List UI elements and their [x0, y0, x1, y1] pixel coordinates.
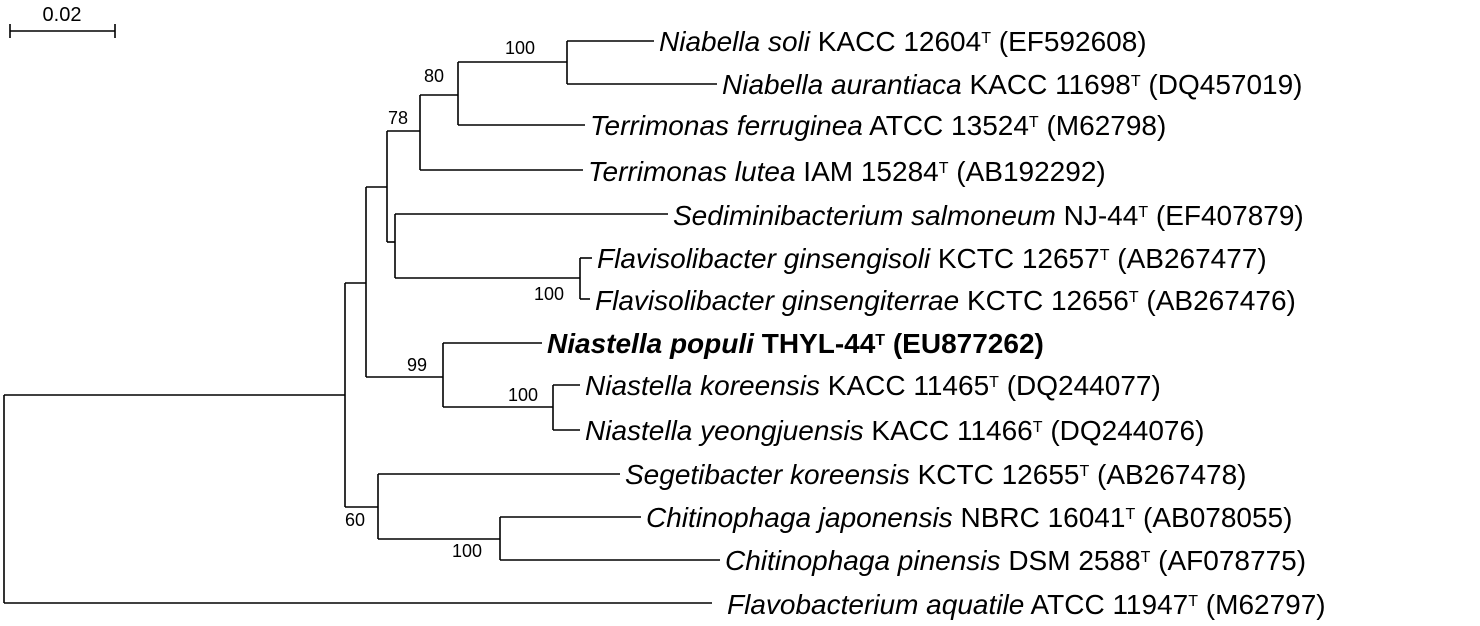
- taxon-label: Chitinophaga pinensis DSM 2588T (AF07877…: [725, 545, 1306, 576]
- bootstrap-values: 100 80 78 100 99 100 60 100: [345, 38, 564, 561]
- taxon-label: Niabella aurantiaca KACC 11698T (DQ45701…: [722, 69, 1303, 100]
- bootstrap-label: 80: [424, 66, 444, 86]
- bootstrap-label: 60: [345, 510, 365, 530]
- taxon-label: Niabella soli KACC 12604T (EF592608): [659, 26, 1147, 57]
- taxon-label: Terrimonas lutea IAM 15284T (AB192292): [588, 156, 1106, 187]
- bootstrap-label: 100: [508, 385, 538, 405]
- taxon-label: Segetibacter koreensis KCTC 12655T (AB26…: [625, 459, 1246, 490]
- bootstrap-label: 99: [407, 355, 427, 375]
- taxon-labels: Niabella soli KACC 12604T (EF592608) Nia…: [547, 26, 1326, 620]
- bootstrap-label: 78: [388, 108, 408, 128]
- scale-bar-label: 0.02: [43, 4, 82, 26]
- bootstrap-label: 100: [452, 541, 482, 561]
- taxon-label: Terrimonas ferruginea ATCC 13524T (M6279…: [590, 110, 1166, 141]
- taxon-label: Flavisolibacter ginsengiterrae KCTC 1265…: [595, 285, 1296, 316]
- taxon-label-highlighted: Niastella populi THYL-44T (EU877262): [547, 328, 1044, 359]
- taxon-label: Chitinophaga japonensis NBRC 16041T (AB0…: [646, 502, 1292, 533]
- taxon-label: Flavisolibacter ginsengisoli KCTC 12657T…: [597, 243, 1267, 274]
- taxon-label: Sediminibacterium salmoneum NJ-44T (EF40…: [673, 200, 1304, 231]
- scale-bar: 0.02: [9, 4, 116, 38]
- taxon-label: Niastella yeongjuensis KACC 11466T (DQ24…: [585, 415, 1204, 446]
- taxon-label: Flavobacterium aquatile ATCC 11947T (M62…: [727, 589, 1326, 620]
- bootstrap-label: 100: [534, 284, 564, 304]
- bootstrap-label: 100: [505, 38, 535, 58]
- tree-branches: [3, 40, 720, 604]
- taxon-label: Niastella koreensis KACC 11465T (DQ24407…: [585, 370, 1161, 401]
